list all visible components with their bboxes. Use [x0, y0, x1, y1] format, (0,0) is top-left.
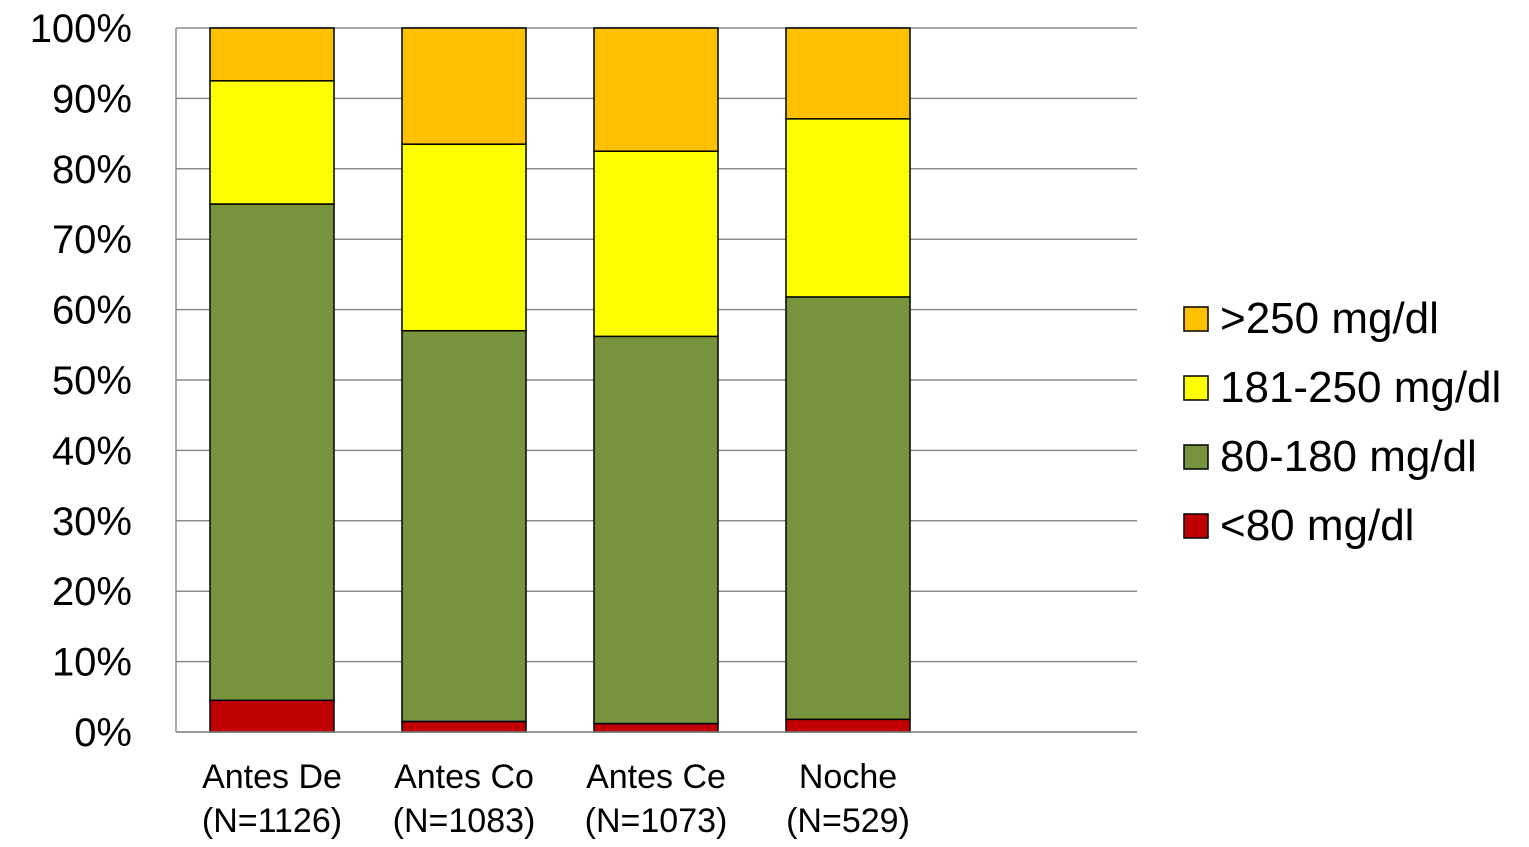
bar-segment — [785, 27, 911, 120]
bar-segment — [593, 27, 719, 152]
x-category-label: Noche — [799, 758, 897, 796]
bar-segment — [209, 699, 335, 733]
y-tick-label: 60% — [52, 289, 132, 333]
x-category-label: (N=1083) — [393, 802, 536, 840]
x-category-label: Antes Co — [394, 758, 534, 796]
y-tick-label: 40% — [52, 429, 132, 473]
x-category-label: Antes De — [202, 758, 342, 796]
bar-segment — [593, 722, 719, 733]
bar-segment — [785, 118, 911, 298]
bar-segment — [209, 80, 335, 205]
y-tick-label: 90% — [52, 77, 132, 121]
x-category-label: (N=1126) — [202, 802, 342, 840]
legend-label: 80-180 mg/dl — [1220, 432, 1477, 481]
bar-segment — [401, 143, 527, 332]
bar-segment — [209, 203, 335, 702]
legend-swatch — [1183, 444, 1209, 470]
x-category-label: (N=1073) — [585, 802, 728, 840]
y-tick-label: 100% — [30, 7, 132, 51]
bar-segment — [785, 718, 911, 733]
legend-swatch — [1183, 513, 1209, 539]
legend-label: >250 mg/dl — [1220, 294, 1439, 343]
y-tick-label: 20% — [52, 570, 132, 614]
legend-label: 181-250 mg/dl — [1220, 363, 1501, 412]
legend-swatch — [1183, 375, 1209, 401]
y-tick-label: 50% — [52, 359, 132, 403]
bar-segment — [401, 329, 527, 723]
bar-segment — [401, 720, 527, 733]
y-tick-label: 10% — [52, 641, 132, 685]
legend-swatch — [1183, 306, 1209, 332]
x-category-label: Antes Ce — [586, 758, 726, 796]
y-tick-label: 70% — [52, 218, 132, 262]
bar-segment — [785, 296, 911, 721]
bar-segment — [593, 335, 719, 725]
y-tick-label: 80% — [52, 148, 132, 192]
bar-segment — [209, 27, 335, 82]
legend-label: <80 mg/dl — [1220, 501, 1414, 550]
y-tick-label: 30% — [52, 500, 132, 544]
y-tick-label: 0% — [74, 711, 132, 755]
bar-segment — [593, 150, 719, 338]
bar-segment — [401, 27, 527, 145]
x-category-label: (N=529) — [786, 802, 910, 840]
